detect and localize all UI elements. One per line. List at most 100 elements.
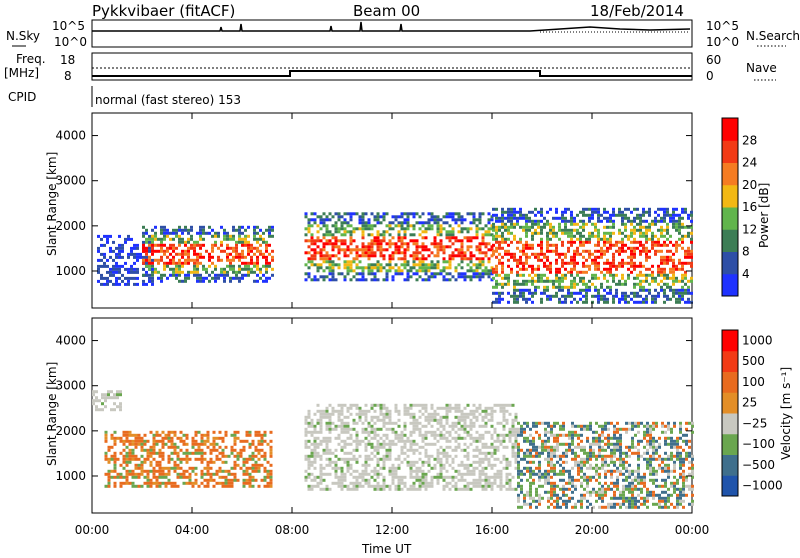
echo-cell [211,271,214,274]
echo-cell [186,443,189,446]
echo-cell [470,419,473,422]
echo-cell [577,443,580,446]
echo-cell [422,482,425,485]
echo-cell [669,289,672,292]
echo-cell [350,260,353,263]
echo-cell [338,413,341,416]
echo-cell [371,470,374,473]
echo-cell [532,443,535,446]
echo-cell [190,226,193,229]
echo-cell [407,410,410,413]
echo-cell [467,431,470,434]
echo-cell [663,262,666,265]
echo-cell [253,280,256,283]
echo-cell [464,416,467,419]
echo-cell [365,449,368,452]
echo-cell [419,245,422,248]
echo-cell [404,458,407,461]
echo-cell [559,488,562,491]
echo-cell [141,449,144,452]
echo-cell [247,235,250,238]
echo-cell [259,277,262,280]
echo-cell [506,473,509,476]
echo-cell [519,256,522,259]
echo-cell [235,271,238,274]
echo-cell [151,238,154,241]
echo-cell [564,268,567,271]
echo-cell [97,265,100,268]
echo-cell [687,280,690,283]
echo-cell [594,223,597,226]
echo-cell [162,455,165,458]
echo-cell [121,250,124,253]
echo-cell [223,250,226,253]
echo-cell [467,227,470,230]
echo-cell [308,476,311,479]
echo-cell [383,254,386,257]
echo-cell [592,455,595,458]
echo-cell [256,262,259,265]
echo-cell [118,277,121,280]
echo-cell [648,292,651,295]
echo-cell [374,404,377,407]
echo-cell [461,242,464,245]
echo-cell [144,461,147,464]
echo-cell [513,211,516,214]
echo-cell [234,467,237,470]
echo-cell [449,239,452,242]
echo-cell [479,257,482,260]
echo-cell [413,260,416,263]
echo-cell [344,263,347,266]
echo-cell [498,244,501,247]
echo-cell [476,233,479,236]
echo-cell [675,250,678,253]
echo-cell [559,443,562,446]
echo-cell [449,245,452,248]
echo-cell [103,244,106,247]
echo-cell [132,452,135,455]
echo-cell [341,224,344,227]
echo-cell [380,437,383,440]
echo-cell [525,253,528,256]
echo-cell [452,479,455,482]
echo-cell [323,416,326,419]
echo-cell [353,485,356,488]
echo-cell [234,440,237,443]
echo-cell [338,263,341,266]
echo-cell [335,437,338,440]
echo-cell [404,410,407,413]
echo-cell [356,431,359,434]
echo-cell [606,268,609,271]
echo-cell [108,476,111,479]
echo-cell [568,443,571,446]
echo-cell [175,277,178,280]
echo-cell [660,208,663,211]
echo-cell [528,211,531,214]
echo-cell [199,277,202,280]
echo-cell [547,497,550,500]
echo-cell [613,470,616,473]
echo-cell [610,458,613,461]
echo-cell [573,256,576,259]
echo-cell [159,476,162,479]
echo-cell [517,476,520,479]
echo-cell [458,428,461,431]
echo-cell [553,482,556,485]
echo-cell [121,280,124,283]
echo-cell [506,461,509,464]
echo-cell [494,458,497,461]
echo-cell [365,464,368,467]
echo-cell [196,256,199,259]
echo-cell [528,244,531,247]
echo-cell [517,428,520,431]
echo-cell [338,425,341,428]
echo-cell [643,452,646,455]
echo-cell [419,263,422,266]
echo-cell [660,271,663,274]
echo-cell [657,220,660,223]
echo-cell [443,257,446,260]
echo-cell [637,494,640,497]
echo-cell [570,211,573,214]
echo-cell [159,467,162,470]
echo-cell [500,473,503,476]
